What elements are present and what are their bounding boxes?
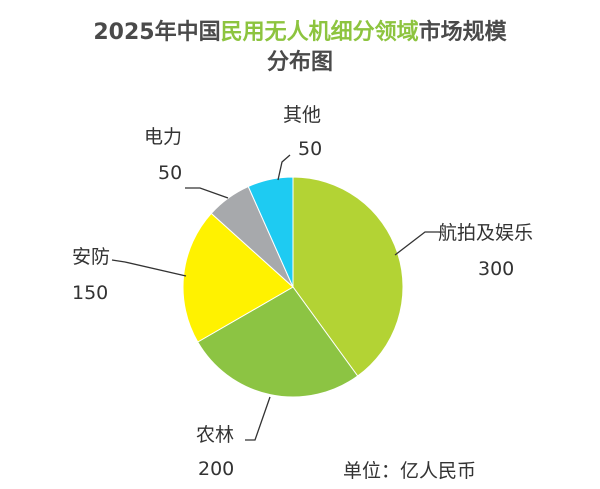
leader-line-power — [185, 187, 229, 199]
slice-label-power: 电力 — [144, 126, 183, 148]
unit-note: 单位：亿人民币 — [343, 460, 477, 482]
slice-label-agri: 农林 — [196, 424, 235, 446]
chart-title: 2025年中国民用无人机细分领域市场规模 — [0, 14, 600, 46]
slice-value-agri: 200 — [198, 458, 235, 480]
title-highlight: 民用无人机细分领域 — [220, 20, 419, 45]
leader-line-agri — [245, 396, 271, 441]
leader-line-security — [111, 259, 187, 277]
title-prefix: 2025年中国 — [93, 20, 221, 45]
slice-value-aerial: 300 — [478, 258, 515, 280]
leader-line-other — [277, 154, 291, 181]
slice-label-security: 安防 — [72, 246, 111, 268]
slice-value-security: 150 — [72, 282, 109, 304]
pie-slice-4 — [247, 176, 294, 288]
pie-slice-1 — [197, 286, 359, 398]
chart-title-line2: 分布图 — [266, 50, 333, 75]
title-suffix: 市场规模 — [418, 20, 507, 45]
slice-label-other: 其他 — [283, 104, 322, 126]
slice-value-power: 50 — [158, 162, 183, 184]
slice-label-aerial: 航拍及娱乐 — [438, 222, 534, 244]
leader-line-aerial — [394, 231, 440, 256]
slice-value-other: 50 — [298, 138, 323, 160]
